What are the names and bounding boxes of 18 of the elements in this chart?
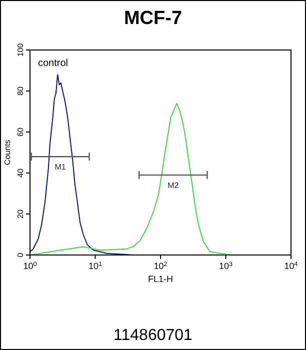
y-tick-label: 80 <box>16 86 25 96</box>
y-tick-label: 40 <box>16 168 25 178</box>
y-tick-label: 20 <box>16 209 25 218</box>
y-tick-label: 60 <box>16 127 25 136</box>
series-label: M2 <box>168 181 180 190</box>
annotation: control <box>38 58 68 69</box>
chart-title: MCF-7 <box>124 8 182 29</box>
x-axis-title: FL1-H <box>148 274 174 284</box>
y-axis-title: Counts <box>3 140 12 166</box>
y-tick-label: 100 <box>16 42 25 57</box>
text: 114860701 <box>114 327 193 344</box>
x-tick-label: 10$^{4}$ <box>284 260 298 271</box>
y-tick-label: 0 <box>16 252 25 258</box>
series-label: M1 <box>54 162 66 172</box>
x-tick-label: 10$^{0}$ <box>23 260 38 271</box>
x-tick-label: 10$^{3}$ <box>218 260 233 271</box>
x-tick-label: 10$^{1}$ <box>88 260 102 271</box>
x-tick-label: 10$^{2}$ <box>154 260 168 271</box>
